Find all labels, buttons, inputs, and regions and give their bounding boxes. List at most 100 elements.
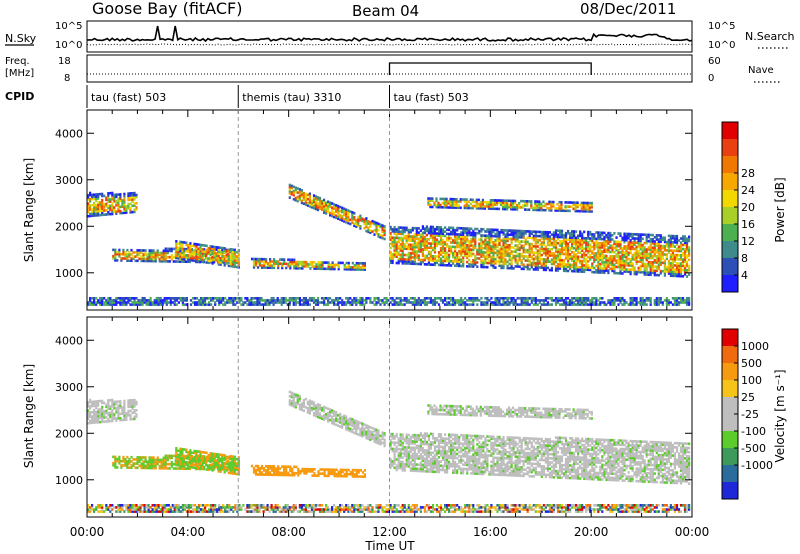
echo-cell — [425, 263, 428, 266]
echo-cell — [413, 245, 416, 249]
echo-cell — [482, 301, 485, 304]
echo-cell — [164, 458, 167, 462]
echo-cell — [282, 299, 285, 302]
echo-cell — [468, 231, 471, 235]
echo-cell — [206, 303, 209, 306]
echo-cell — [199, 297, 203, 300]
echo-cell — [574, 209, 577, 213]
echo-cell — [113, 299, 116, 302]
echo-cell — [585, 239, 588, 242]
echo-cell — [409, 245, 412, 249]
echo-cell — [429, 252, 432, 256]
echo-cell — [367, 297, 370, 300]
echo-cell — [87, 214, 90, 218]
echo-cell — [605, 250, 608, 254]
echo-cell — [639, 241, 642, 245]
echo-cell — [520, 229, 523, 233]
echo-cell — [683, 273, 687, 276]
echo-cell — [433, 299, 437, 302]
echo-cell — [581, 270, 584, 273]
echo-cell — [460, 303, 463, 306]
echo-cell — [502, 260, 505, 263]
echo-cell — [415, 252, 418, 255]
echo-cell — [170, 249, 173, 253]
echo-cell — [149, 303, 152, 306]
echo-cell — [653, 261, 656, 264]
echo-cell — [189, 242, 192, 245]
echo-cell — [581, 247, 584, 250]
echo-cell — [99, 412, 102, 415]
echo-cell — [423, 235, 426, 239]
echo-cell — [230, 297, 233, 300]
echo-cell — [466, 256, 469, 260]
echo-cell — [363, 222, 366, 226]
echo-cell — [540, 303, 543, 306]
echo-cell — [520, 301, 523, 304]
echo-cell — [530, 265, 533, 269]
echo-cell — [605, 263, 608, 266]
echo-cell — [367, 228, 370, 232]
echo-cell — [488, 232, 491, 236]
echo-cell — [439, 234, 443, 237]
echo-cell — [538, 234, 541, 238]
echo-cell — [530, 230, 533, 233]
echo-cell — [601, 269, 604, 272]
echo-cell — [538, 251, 541, 255]
echo-cell — [627, 236, 630, 240]
echo-cell — [435, 199, 438, 203]
echo-cell — [246, 299, 249, 302]
echo-cell — [653, 259, 656, 262]
echo-cell — [405, 299, 408, 302]
echo-cell — [195, 257, 198, 261]
echo-cell — [462, 245, 465, 249]
echo-cell — [93, 402, 96, 406]
echo-cell — [156, 460, 159, 464]
echo-cell — [605, 240, 608, 243]
echo-cell — [162, 257, 165, 261]
echo-cell — [639, 297, 642, 300]
echo-cell — [492, 245, 495, 248]
echo-cell — [429, 225, 432, 229]
echo-cell — [357, 215, 360, 219]
echo-cell — [548, 303, 551, 306]
echo-cell — [291, 262, 294, 266]
echo-cell — [577, 299, 580, 302]
echo-cell — [486, 230, 489, 233]
echo-cell — [277, 260, 280, 263]
echo-cell — [673, 245, 676, 248]
echo-cell — [536, 230, 539, 234]
echo-cell — [588, 206, 591, 209]
echo-cell — [474, 299, 477, 302]
echo-cell — [623, 301, 626, 304]
echo-cell — [589, 249, 592, 253]
echo-cell — [454, 303, 457, 306]
echo-cell — [667, 259, 670, 263]
echo-cell — [579, 255, 582, 259]
echo-cell — [504, 250, 507, 253]
echo-cell — [205, 250, 208, 254]
echo-cell — [401, 245, 404, 248]
echo-cell — [316, 297, 320, 300]
echo-cell — [128, 251, 131, 254]
echo-cell — [421, 260, 424, 264]
echo-cell — [498, 253, 501, 257]
echo-cell — [587, 260, 590, 263]
echo-cell — [571, 303, 574, 306]
echo-cell — [213, 258, 216, 261]
echo-cell — [665, 303, 668, 306]
echo-cell — [129, 413, 132, 417]
echo-cell — [458, 241, 461, 245]
echo-cell — [490, 261, 493, 265]
echo-cell — [560, 209, 563, 212]
echo-cell — [524, 250, 527, 254]
echo-cell — [516, 248, 519, 252]
echo-cell — [481, 207, 484, 210]
echo-cell — [120, 257, 123, 260]
echo-cell — [318, 203, 322, 206]
echo-cell — [587, 241, 590, 244]
echo-cell — [558, 229, 562, 233]
echo-cell — [623, 261, 626, 265]
echo-cell — [566, 205, 569, 208]
echo-cell — [375, 227, 378, 231]
echo-cell — [109, 208, 112, 212]
